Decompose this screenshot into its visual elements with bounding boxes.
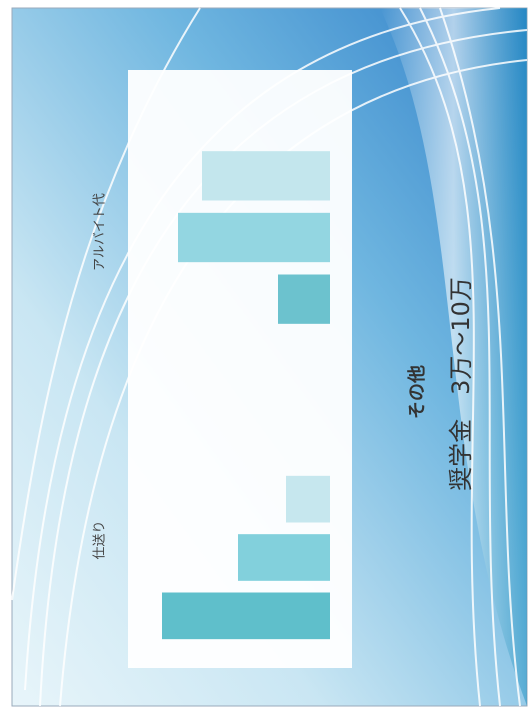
bar — [202, 151, 330, 201]
bar — [278, 274, 330, 324]
bar — [286, 475, 330, 523]
bar — [238, 534, 330, 581]
chart-title: アルバイト代 — [93, 193, 108, 271]
chart-title: 仕送り — [93, 520, 108, 559]
slide-title: 奨学金 3万〜10万 — [447, 277, 475, 491]
slide-subtitle: その他 — [406, 365, 428, 419]
bar — [162, 592, 330, 640]
bar — [178, 212, 330, 263]
